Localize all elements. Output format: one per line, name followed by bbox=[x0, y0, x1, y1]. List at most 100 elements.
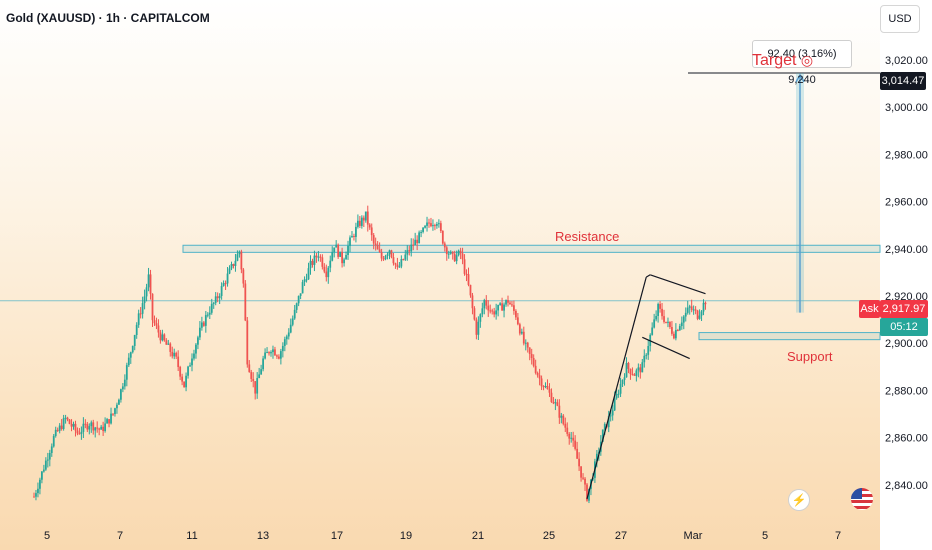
candle-body bbox=[70, 423, 73, 427]
candle-body bbox=[560, 415, 563, 418]
candle-body bbox=[509, 302, 511, 305]
candle-body bbox=[428, 222, 430, 224]
candle-body bbox=[355, 226, 357, 237]
candle-body bbox=[364, 211, 367, 221]
currency-button[interactable]: USD bbox=[880, 5, 920, 33]
us-flag-icon[interactable] bbox=[851, 488, 873, 510]
candle-body bbox=[153, 320, 156, 324]
candle-body bbox=[485, 300, 488, 306]
candle-body bbox=[404, 254, 407, 260]
candle-body bbox=[412, 244, 415, 246]
candle-body bbox=[303, 279, 306, 283]
candle-body bbox=[530, 353, 533, 359]
candle-body bbox=[268, 352, 270, 354]
ask-label-badge: Ask bbox=[859, 300, 880, 318]
candle-body bbox=[88, 426, 91, 430]
channel-connector bbox=[645, 274, 651, 278]
candle-body bbox=[175, 352, 178, 357]
flash-icon[interactable]: ⚡ bbox=[788, 489, 810, 511]
candle-body bbox=[234, 260, 237, 266]
channel-lower-line bbox=[642, 336, 690, 360]
candle-body bbox=[372, 235, 375, 244]
candle-body bbox=[102, 426, 105, 432]
candle-body bbox=[343, 259, 345, 264]
candle-body bbox=[552, 401, 555, 404]
target-measure-tooltip: 92.40 (3.16%) 9,240 bbox=[752, 40, 852, 86]
price-tick-label: 2,900.00 bbox=[885, 338, 928, 350]
candle-body bbox=[564, 423, 567, 428]
candle-body bbox=[641, 362, 644, 373]
candle-body bbox=[179, 366, 182, 377]
candle-body bbox=[82, 423, 85, 432]
candle-body bbox=[574, 440, 577, 449]
candle-body bbox=[56, 429, 59, 431]
date-tick-label: 5 bbox=[44, 530, 50, 542]
candle-body bbox=[568, 433, 571, 439]
candle-body bbox=[206, 314, 209, 316]
candle-body bbox=[341, 251, 343, 264]
candle-body bbox=[311, 260, 314, 265]
candle-body bbox=[301, 282, 304, 294]
candle-body bbox=[461, 253, 464, 260]
candle-body bbox=[222, 283, 225, 287]
candle-body bbox=[483, 300, 486, 309]
candle-body bbox=[390, 250, 393, 258]
candle-body bbox=[157, 325, 160, 333]
candle-body bbox=[538, 375, 541, 379]
candle-body bbox=[112, 413, 114, 415]
candle-body bbox=[513, 305, 515, 311]
candle-body bbox=[694, 309, 697, 311]
date-tick-label: 7 bbox=[835, 530, 841, 542]
candle-body bbox=[317, 256, 320, 258]
candle-body bbox=[376, 245, 379, 250]
candle-body bbox=[651, 327, 654, 335]
candle-body bbox=[100, 426, 103, 430]
candle-body bbox=[690, 306, 693, 310]
candle-body bbox=[46, 459, 49, 461]
symbol-header[interactable]: Gold (XAUUSD) · 1h · CAPITALCOM bbox=[6, 11, 210, 25]
candle-body bbox=[663, 316, 665, 322]
candle-body bbox=[688, 306, 691, 308]
candle-body bbox=[611, 410, 614, 416]
candle-body bbox=[566, 427, 569, 434]
candle-body bbox=[187, 366, 189, 376]
candle-body bbox=[50, 446, 53, 453]
candle-body bbox=[331, 252, 334, 261]
price-axis[interactable] bbox=[880, 0, 932, 550]
candle-body bbox=[270, 352, 272, 354]
candle-body bbox=[505, 300, 507, 305]
candle-body bbox=[118, 399, 120, 405]
candle-body bbox=[195, 344, 197, 354]
plot-area[interactable] bbox=[0, 0, 880, 550]
candle-body bbox=[228, 268, 231, 274]
candle-body bbox=[279, 351, 282, 359]
candle-body bbox=[449, 251, 452, 254]
candle-body bbox=[556, 402, 559, 406]
candle-body bbox=[680, 322, 683, 327]
candle-body bbox=[473, 308, 476, 320]
candle-body bbox=[295, 303, 298, 310]
candle-body bbox=[260, 369, 263, 375]
candle-body bbox=[272, 349, 274, 353]
candle-body bbox=[572, 437, 575, 441]
candle-body bbox=[114, 408, 116, 415]
candle-body bbox=[445, 247, 448, 255]
candle-body bbox=[202, 322, 205, 326]
candle-body bbox=[191, 358, 193, 366]
candle-body bbox=[193, 353, 195, 359]
candle-body bbox=[489, 310, 492, 312]
candle-body bbox=[246, 320, 249, 365]
candle-body bbox=[406, 250, 409, 255]
candle-body bbox=[487, 305, 490, 311]
candle-body bbox=[54, 429, 57, 436]
candle-body bbox=[398, 266, 401, 268]
candle-body bbox=[224, 283, 227, 285]
candle-body bbox=[455, 255, 458, 262]
candle-body bbox=[410, 244, 413, 252]
candle-body bbox=[491, 310, 494, 312]
resistance-zone bbox=[182, 244, 881, 253]
candle-body bbox=[165, 340, 168, 345]
candle-body bbox=[619, 384, 622, 394]
candle-body bbox=[493, 311, 496, 315]
candle-body bbox=[96, 427, 99, 429]
